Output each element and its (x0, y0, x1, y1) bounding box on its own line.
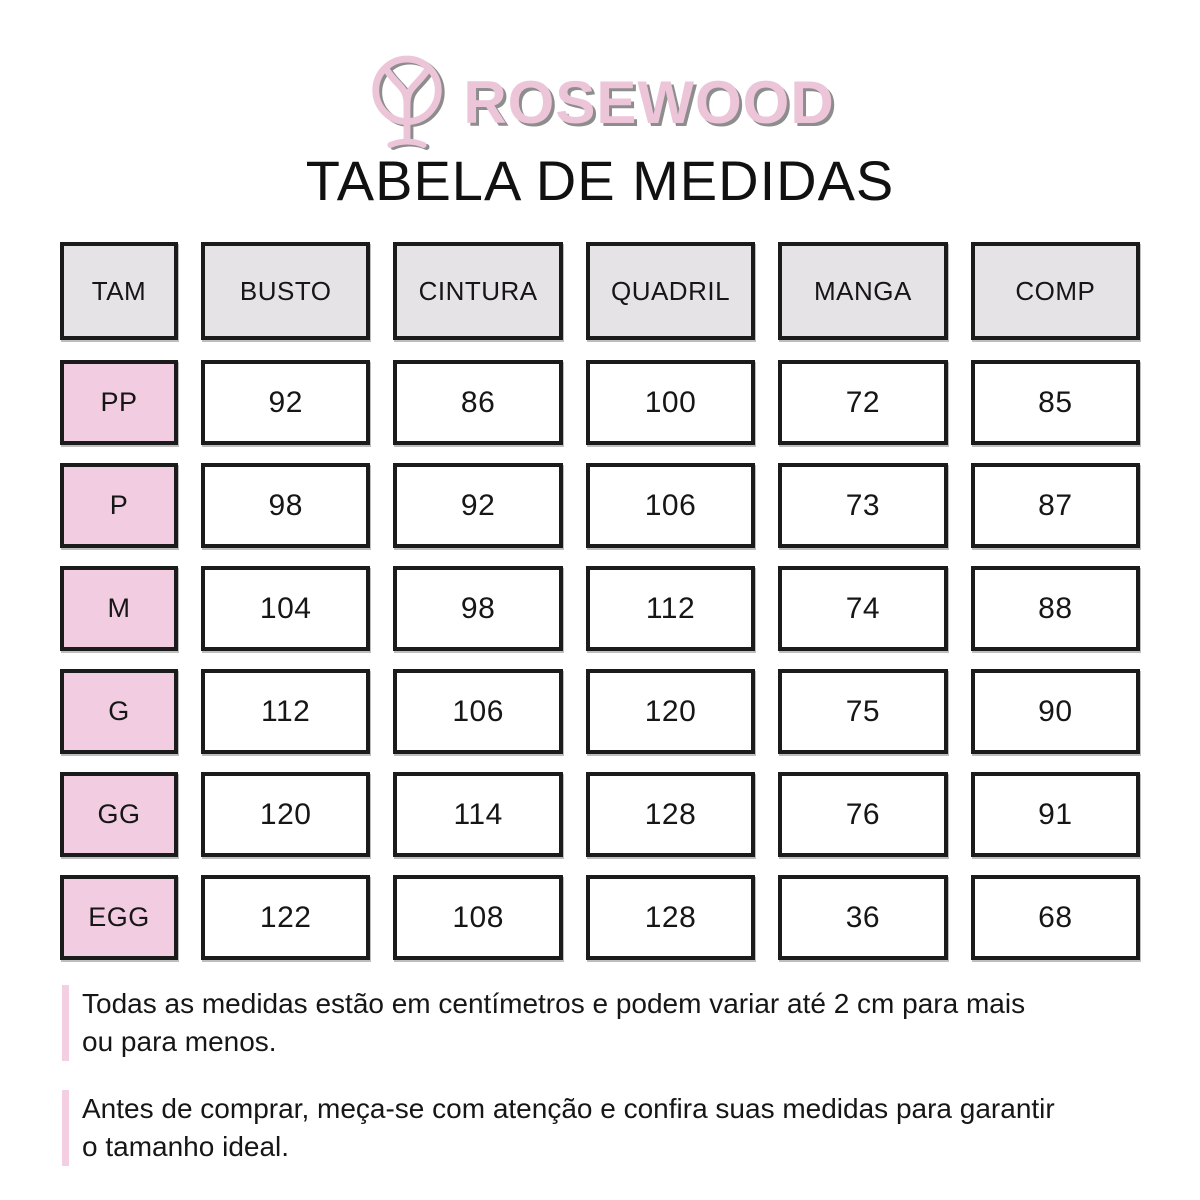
value-cell: 85 (970, 360, 1141, 445)
measurements-table: TAM BUSTO CINTURA QUADRIL MANGA COMP PP … (60, 242, 1141, 978)
value-cell: 120 (201, 772, 371, 857)
note-measurements-in-cm: Todas as medidas estão em centímetros e … (62, 985, 1062, 1061)
size-cell: M (60, 566, 178, 651)
value-cell: 128 (585, 772, 756, 857)
size-cell: G (60, 669, 178, 754)
value-cell: 112 (585, 566, 756, 651)
value-cell: 91 (970, 772, 1141, 857)
value-cell: 98 (201, 463, 371, 548)
value-cell: 88 (970, 566, 1141, 651)
page-title: TABELA DE MEDIDAS (305, 149, 895, 212)
brand-name: ROSEWOOD (463, 69, 835, 136)
size-cell: GG (60, 772, 178, 857)
value-cell: 128 (585, 875, 756, 960)
value-cell: 112 (201, 669, 371, 754)
column-header-cintura: CINTURA (393, 242, 563, 340)
value-cell: 74 (778, 566, 948, 651)
rosewood-logo-icon (365, 54, 449, 157)
value-cell: 104 (201, 566, 371, 651)
value-cell: 106 (585, 463, 756, 548)
table-row-p: P 98 92 106 73 87 (60, 463, 1141, 548)
column-header-tam: TAM (60, 242, 178, 340)
value-cell: 36 (778, 875, 948, 960)
brand-header: ROSEWOOD (0, 54, 1200, 154)
value-cell: 68 (970, 875, 1141, 960)
value-cell: 100 (585, 360, 756, 445)
table-row-m: M 104 98 112 74 88 (60, 566, 1141, 651)
footer-notes: Todas as medidas estão em centímetros e … (62, 985, 1062, 1195)
value-cell: 114 (393, 772, 563, 857)
value-cell: 122 (201, 875, 371, 960)
size-cell: PP (60, 360, 178, 445)
value-cell: 76 (778, 772, 948, 857)
value-cell: 86 (393, 360, 563, 445)
value-cell: 75 (778, 669, 948, 754)
value-cell: 106 (393, 669, 563, 754)
column-header-manga: MANGA (778, 242, 948, 340)
table-row-pp: PP 92 86 100 72 85 (60, 360, 1141, 445)
table-row-gg: GG 120 114 128 76 91 (60, 772, 1141, 857)
value-cell: 90 (970, 669, 1141, 754)
table-row-egg: EGG 122 108 128 36 68 (60, 875, 1141, 960)
column-header-busto: BUSTO (201, 242, 371, 340)
value-cell: 92 (393, 463, 563, 548)
table-row-g: G 112 106 120 75 90 (60, 669, 1141, 754)
value-cell: 92 (201, 360, 371, 445)
value-cell: 73 (778, 463, 948, 548)
table-header-row: TAM BUSTO CINTURA QUADRIL MANGA COMP (60, 242, 1141, 340)
note-measure-before-buying: Antes de comprar, meça-se com atenção e … (62, 1090, 1062, 1166)
value-cell: 87 (970, 463, 1141, 548)
value-cell: 120 (585, 669, 756, 754)
column-header-quadril: QUADRIL (585, 242, 756, 340)
value-cell: 72 (778, 360, 948, 445)
value-cell: 98 (393, 566, 563, 651)
size-cell: P (60, 463, 178, 548)
value-cell: 108 (393, 875, 563, 960)
size-cell: EGG (60, 875, 178, 960)
column-header-comp: COMP (970, 242, 1141, 340)
